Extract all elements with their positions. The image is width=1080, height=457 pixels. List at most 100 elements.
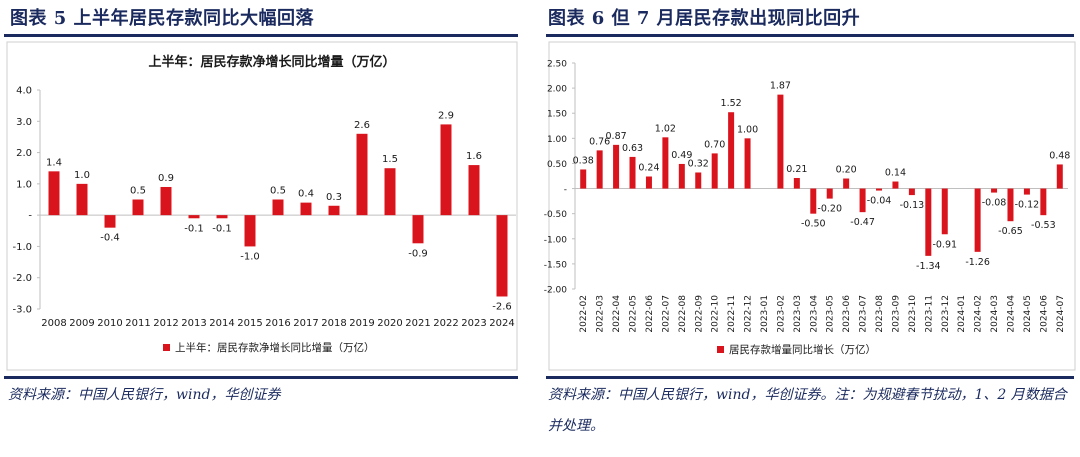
y-tick-label: 0.50 bbox=[547, 160, 567, 170]
x-tick-label: 2022-02 bbox=[579, 295, 589, 333]
x-tick-label: 2020 bbox=[377, 318, 402, 329]
x-tick-label: 2024-07 bbox=[1056, 295, 1066, 333]
data-label: -0.20 bbox=[817, 204, 842, 215]
bar bbox=[1056, 164, 1063, 189]
data-label: 0.38 bbox=[573, 155, 594, 166]
data-label: -0.13 bbox=[900, 200, 925, 211]
y-tick-label: - bbox=[564, 185, 567, 195]
y-tick-label: 1.50 bbox=[547, 110, 567, 120]
x-tick-label: 2024 bbox=[489, 318, 514, 329]
x-tick-label: 2023-11 bbox=[924, 295, 934, 333]
x-tick-label: 2023-01 bbox=[760, 295, 770, 333]
x-tick-label: 2023-02 bbox=[776, 295, 786, 333]
x-tick-label: 2022-07 bbox=[661, 295, 671, 333]
right-bar-chart: 2.50 2.00 1.50 1.00 0.50 - -0.50 -1.00 -1.50 -2.0… bbox=[544, 41, 1076, 371]
data-label: -0.53 bbox=[1031, 220, 1056, 231]
bar bbox=[384, 168, 396, 216]
right-source-rule bbox=[546, 376, 1074, 379]
left-title-rule bbox=[4, 34, 518, 37]
data-label: -2.6 bbox=[492, 301, 512, 312]
bar bbox=[1040, 188, 1047, 216]
x-tick-label: 2023-07 bbox=[859, 295, 869, 333]
left-bar-chart: 上半年：居民存款净增长同比增量（万亿） 4.0 3.0 2.0 1.0 - -1.0 -2.0… bbox=[6, 41, 518, 371]
right-figure-title: 图表 6 但 7 月居民存款出现同比回升 bbox=[548, 8, 861, 29]
data-label: 0.20 bbox=[836, 165, 857, 176]
x-tick-label: 2014 bbox=[209, 318, 234, 329]
left-figure-title: 图表 5 上半年居民存款同比大幅回落 bbox=[10, 8, 315, 29]
data-label: -0.4 bbox=[100, 233, 120, 244]
left-source-note: 资料来源：中国人民银行，wind，华创证券 bbox=[8, 387, 281, 403]
bar bbox=[629, 156, 636, 189]
y-tick-label: 1.0 bbox=[16, 179, 32, 190]
y-tick-label: 1.00 bbox=[547, 135, 567, 145]
right-title-rule bbox=[546, 34, 1074, 37]
bar bbox=[580, 169, 587, 189]
x-tick-label: 2013 bbox=[181, 318, 206, 329]
bar bbox=[300, 202, 312, 216]
bar bbox=[777, 94, 784, 189]
data-label: 1.0 bbox=[74, 170, 90, 181]
chart-frame bbox=[6, 41, 518, 371]
y-tick-label: -2.00 bbox=[544, 286, 567, 296]
x-tick-label: 2018 bbox=[321, 318, 346, 329]
bar bbox=[892, 181, 899, 189]
data-label: 0.49 bbox=[671, 150, 692, 161]
data-label: 0.32 bbox=[688, 158, 709, 169]
data-label: 0.5 bbox=[130, 186, 146, 197]
data-label: 0.4 bbox=[298, 189, 314, 200]
legend-label: 居民存款增量同比增长（万亿） bbox=[729, 343, 876, 356]
data-label: -0.47 bbox=[850, 217, 875, 228]
y-tick-label: 3.0 bbox=[16, 117, 32, 128]
bar bbox=[645, 176, 652, 189]
bar bbox=[711, 153, 718, 189]
x-tick-label: 2024-05 bbox=[1023, 295, 1033, 333]
y-tick-label: -1.0 bbox=[12, 242, 32, 253]
data-label: 2.6 bbox=[354, 120, 370, 131]
bar bbox=[48, 171, 60, 216]
bar bbox=[662, 137, 669, 189]
data-label: -0.91 bbox=[932, 239, 957, 250]
right-figure-panel: 图表 6 但 7 月居民存款出现同比回升 2.50 2.00 1.50 1.00 0.5… bbox=[544, 0, 1080, 457]
bar bbox=[859, 188, 866, 213]
x-tick-label: 2022-04 bbox=[612, 295, 622, 333]
data-label: 2.9 bbox=[438, 110, 454, 121]
x-tick-label: 2023-10 bbox=[908, 295, 918, 333]
bar bbox=[843, 178, 850, 189]
x-tick-label: 2022-06 bbox=[645, 295, 655, 333]
legend-label: 上半年：居民存款净增长同比增量（万亿） bbox=[175, 341, 375, 354]
bar bbox=[104, 215, 116, 228]
y-tick-label: 4.0 bbox=[16, 86, 32, 97]
x-tick-label: 2022-12 bbox=[744, 295, 754, 333]
y-tick-label: -1.00 bbox=[544, 235, 567, 245]
chart-frame bbox=[548, 41, 1076, 371]
data-label: -1.26 bbox=[965, 257, 990, 268]
data-label: -0.1 bbox=[212, 223, 232, 234]
legend-swatch bbox=[163, 344, 170, 351]
y-tick-label: - bbox=[28, 211, 32, 222]
bar bbox=[160, 186, 172, 216]
data-label: 0.21 bbox=[786, 164, 807, 175]
bar bbox=[1007, 188, 1014, 222]
x-tick-label: 2015 bbox=[237, 318, 262, 329]
y-tick-label: -1.50 bbox=[544, 260, 567, 270]
data-label: 0.70 bbox=[704, 139, 725, 150]
left-figure-panel: 图表 5 上半年居民存款同比大幅回落 上半年：居民存款净增长同比增量（万亿） 4.… bbox=[0, 0, 524, 457]
bar bbox=[412, 215, 424, 244]
data-label: 0.24 bbox=[638, 163, 659, 174]
data-label: 0.9 bbox=[158, 173, 174, 184]
bar bbox=[76, 183, 88, 216]
bar bbox=[188, 215, 200, 219]
x-tick-label: 2023 bbox=[461, 318, 486, 329]
data-label: 1.87 bbox=[770, 81, 791, 92]
x-tick-label: 2022-08 bbox=[678, 295, 688, 333]
bar bbox=[908, 188, 915, 196]
x-tick-label: 2023-12 bbox=[941, 295, 951, 333]
x-tick-label: 2023-05 bbox=[826, 295, 836, 333]
x-tick-label: 2023-08 bbox=[875, 295, 885, 333]
bar bbox=[744, 138, 751, 189]
x-tick-label: 2024-04 bbox=[1006, 295, 1016, 333]
data-label: 1.00 bbox=[737, 124, 758, 135]
data-label: 1.02 bbox=[655, 123, 676, 134]
bar bbox=[596, 150, 603, 189]
x-tick-label: 2017 bbox=[293, 318, 318, 329]
